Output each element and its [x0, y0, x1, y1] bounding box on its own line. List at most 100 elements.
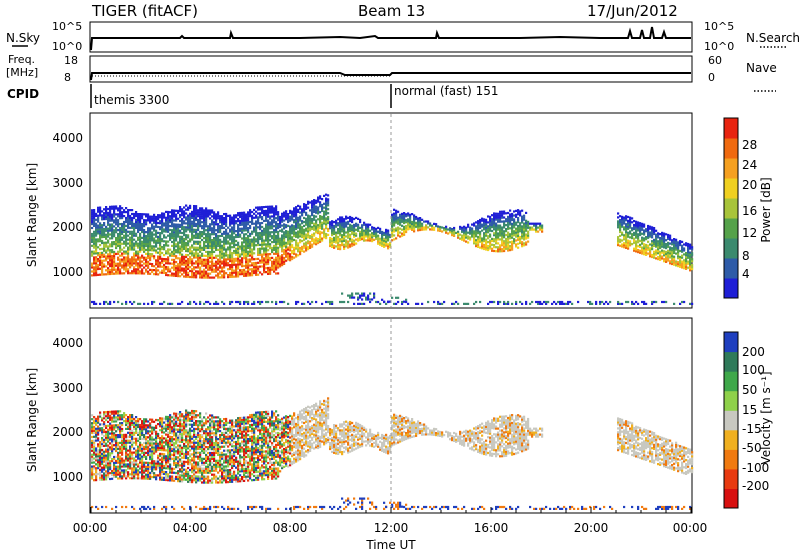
echo-cell [273, 248, 276, 251]
echo-cell [223, 246, 226, 249]
echo-cell [143, 266, 146, 269]
echo-cell [127, 224, 130, 227]
echo-cell [231, 242, 234, 245]
echo-cell [277, 217, 280, 220]
echo-cell [117, 240, 120, 243]
echo-cell [641, 246, 644, 249]
echo-cell [539, 302, 542, 305]
echo-cell [393, 222, 396, 225]
echo-cell [273, 213, 276, 216]
echo-cell [107, 261, 110, 264]
echo-cell [183, 261, 186, 264]
echo-cell [249, 252, 252, 255]
echo-cell [221, 260, 224, 263]
echo-cell [97, 263, 100, 267]
colorbar-swatch [724, 158, 738, 179]
echo-cell [137, 252, 140, 255]
echo-cell [239, 215, 242, 219]
echo-cell [423, 220, 426, 223]
echo-cell [105, 505, 108, 509]
echo-cell [147, 237, 150, 240]
echo-cell [139, 222, 142, 226]
power-cbar-tick-4: 4 [742, 267, 750, 281]
echo-cell [243, 264, 246, 268]
echo-cell [269, 233, 272, 236]
echo-cell [99, 248, 102, 251]
echo-cell [209, 233, 212, 236]
echo-cell [679, 255, 682, 259]
echo-cell [299, 233, 302, 236]
echo-cell [439, 302, 442, 305]
echo-cell [291, 255, 294, 259]
echo-cell [167, 224, 170, 227]
echo-cell [283, 233, 286, 236]
echo-cell [415, 225, 418, 228]
echo-cell [193, 234, 196, 237]
echo-cell [177, 225, 180, 228]
echo-cell [277, 246, 280, 249]
echo-cell [239, 263, 242, 266]
echo-cell [129, 214, 132, 218]
echo-cell [323, 232, 326, 235]
echo-cell [307, 226, 310, 229]
echo-cell [135, 250, 138, 253]
echo-cell [101, 433, 104, 436]
echo-cell [515, 231, 518, 234]
echo-cell [499, 228, 502, 231]
echo-cell [503, 234, 506, 237]
echo-cell [121, 429, 124, 433]
echo-cell [487, 241, 490, 244]
echo-cell [123, 252, 126, 255]
echo-cell [131, 216, 134, 220]
echo-cell [151, 300, 154, 304]
echo-cell [677, 251, 680, 254]
echo-cell [295, 239, 298, 242]
echo-cell [135, 220, 138, 223]
echo-cell [497, 248, 500, 251]
echo-cell [207, 250, 210, 253]
echo-cell [255, 240, 258, 243]
echo-cell [379, 231, 382, 234]
echo-cell [101, 429, 104, 432]
echo-cell [165, 242, 168, 245]
echo-cell [319, 232, 322, 235]
echo-cell [627, 221, 630, 224]
echo-cell [93, 272, 96, 275]
echo-cell [521, 225, 524, 228]
echo-cell [345, 241, 348, 244]
echo-cell [143, 225, 146, 228]
echo-cell [299, 229, 302, 232]
echo-cell [373, 230, 376, 234]
echo-cell [115, 444, 118, 447]
echo-cell [217, 268, 220, 271]
echo-cell [655, 257, 658, 260]
echo-cell [485, 226, 488, 229]
echo-cell [127, 214, 130, 218]
echo-cell [367, 235, 370, 238]
echo-cell [595, 300, 598, 304]
echo-cell [635, 236, 638, 239]
echo-cell [167, 262, 170, 265]
echo-cell [303, 216, 306, 220]
echo-cell [365, 296, 368, 299]
echo-cell [329, 223, 332, 226]
echo-cell [119, 207, 122, 210]
echo-cell [331, 234, 334, 237]
echo-cell [201, 262, 204, 265]
echo-cell [173, 225, 176, 228]
echo-cell [217, 262, 220, 265]
echo-cell [629, 232, 632, 235]
echo-cell [639, 239, 642, 242]
echo-cell [661, 235, 664, 238]
echo-cell [245, 221, 248, 224]
echo-cell [213, 237, 216, 240]
echo-cell [121, 463, 124, 466]
echo-cell [523, 224, 526, 227]
echo-cell [113, 260, 116, 263]
echo-cell [197, 262, 200, 265]
echo-cell [319, 220, 322, 224]
echo-cell [265, 257, 268, 260]
colorbar-swatch [724, 178, 738, 199]
echo-cell [233, 242, 236, 245]
echo-cell [421, 222, 424, 225]
